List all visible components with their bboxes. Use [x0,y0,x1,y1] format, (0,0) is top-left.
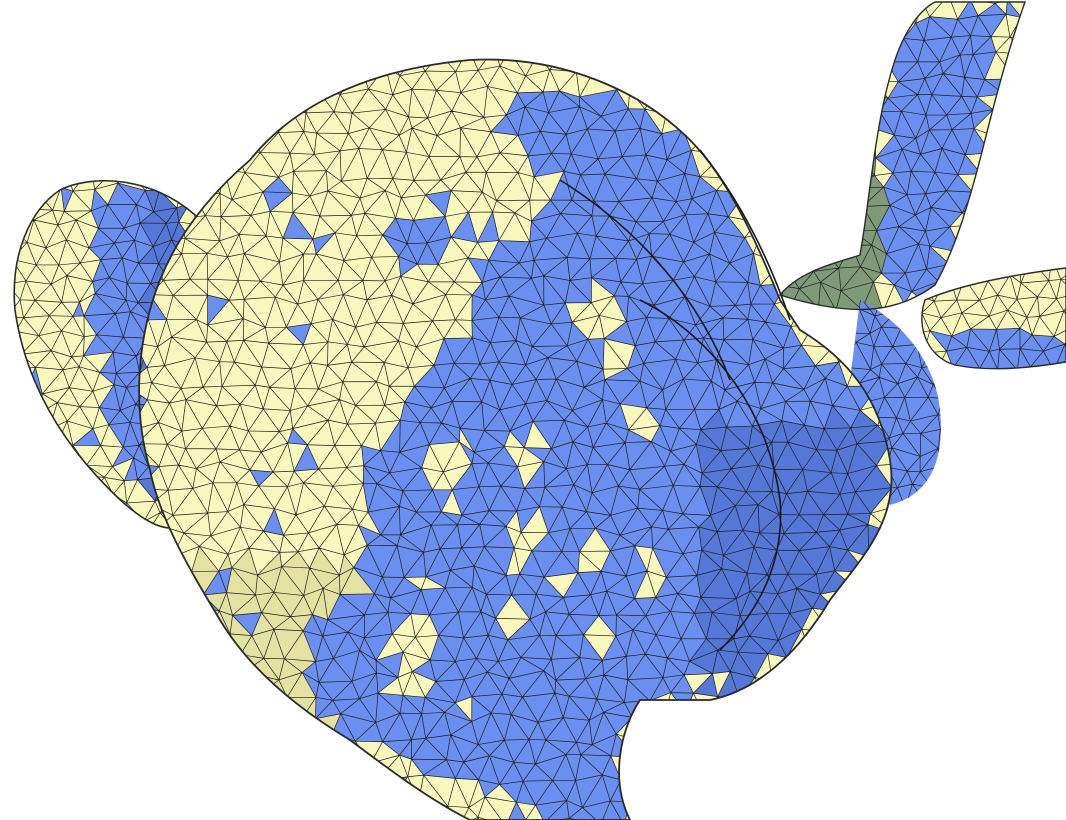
surface-fold-3 [699,149,791,321]
cheek-outline [13,179,204,529]
head-outline [138,58,893,820]
ear1-outline [778,1,1026,311]
surface-fold-2 [639,299,782,651]
surface-fold-1 [559,179,731,381]
ear2-outline [921,267,1066,370]
